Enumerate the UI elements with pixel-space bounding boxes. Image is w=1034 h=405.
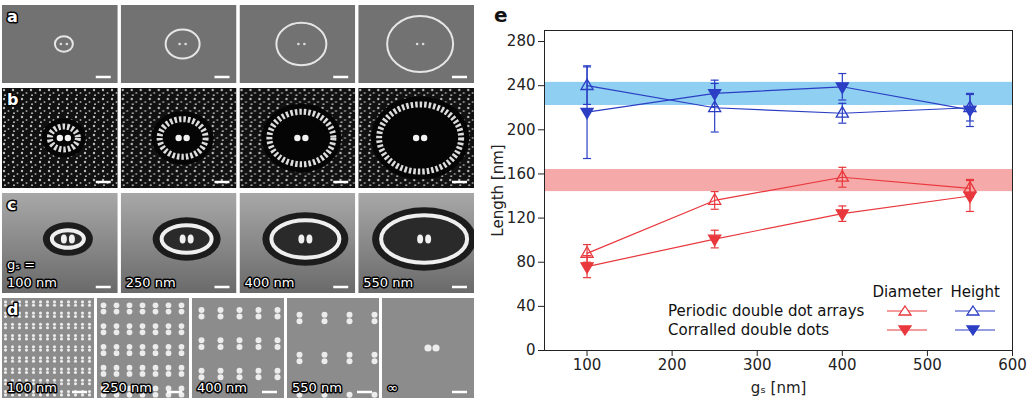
- html-text:Diameter: Diameter: [872, 282, 943, 301]
- html-text:Corralled double dots: Corralled double dots: [668, 320, 830, 339]
- svg-text:400 nm: 400 nm: [245, 275, 295, 290]
- svg-text:Length [nm]: Length [nm]: [489, 144, 507, 236]
- svg-text:500: 500: [913, 356, 942, 374]
- svg-text:100 nm: 100 nm: [7, 380, 57, 395]
- svg-text:240: 240: [507, 76, 536, 94]
- svg-text:80: 80: [516, 253, 535, 271]
- svg-text:200: 200: [507, 121, 536, 139]
- svg-text:600: 600: [998, 356, 1027, 374]
- html-text:Height: Height: [950, 282, 1000, 301]
- svg-text:∞: ∞: [387, 380, 398, 395]
- html-text:e: e: [494, 3, 508, 27]
- svg-text:0: 0: [526, 341, 536, 359]
- svg-text:300: 300: [743, 356, 772, 374]
- svg-text:100: 100: [573, 356, 602, 374]
- html-text:Periodic double dot arrays: Periodic double dot arrays: [668, 301, 865, 320]
- svg-text:250 nm: 250 nm: [126, 275, 176, 290]
- svg-text:120: 120: [507, 209, 536, 227]
- svg-text:400 nm: 400 nm: [197, 380, 247, 395]
- svg-text:160: 160: [507, 165, 536, 183]
- svg-text:c: c: [7, 195, 16, 214]
- svg-text:b: b: [7, 90, 18, 109]
- svg-text:40: 40: [516, 297, 535, 315]
- svg-text:gₛ =: gₛ =: [7, 257, 35, 272]
- svg-text:d: d: [7, 300, 18, 319]
- svg-text:gₛ [nm]: gₛ [nm]: [751, 379, 807, 397]
- svg-text:100 nm: 100 nm: [7, 275, 57, 290]
- svg-text:280: 280: [507, 32, 536, 50]
- svg-text:400: 400: [828, 356, 857, 374]
- svg-text:250 nm: 250 nm: [102, 380, 152, 395]
- svg-text:550 nm: 550 nm: [363, 275, 413, 290]
- svg-text:200: 200: [658, 356, 687, 374]
- svg-text:a: a: [7, 7, 18, 26]
- svg-text:550 nm: 550 nm: [292, 380, 342, 395]
